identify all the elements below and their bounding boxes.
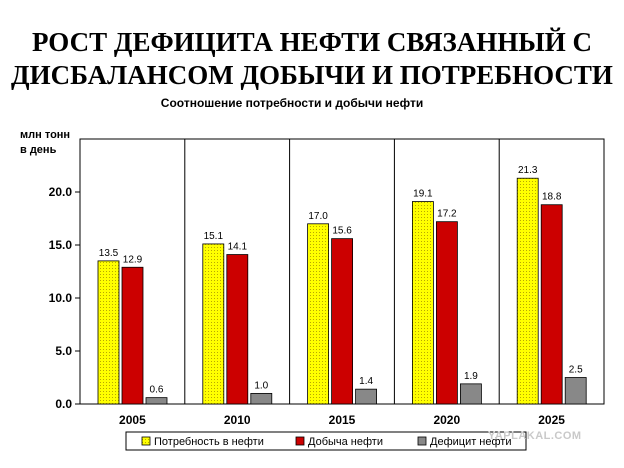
bar-data-label: 1.4 [359, 376, 373, 387]
chart-title: Соотношение потребности и добычи нефти [160, 96, 424, 110]
y-tick-label: 20.0 [49, 185, 73, 199]
page-title-line-2: ДИСБАЛАНСОМ ДОБЫЧИ И ПОТРЕБНОСТИ [11, 60, 613, 90]
bar-demand [411, 201, 434, 405]
bar-data-label: 1.0 [254, 380, 268, 391]
bar-demand [97, 260, 120, 405]
bar-deficit [564, 377, 587, 405]
legend-label: Потребность в нефти [154, 436, 264, 448]
bar-data-label: 18.8 [542, 192, 562, 203]
y-tick-label: 15.0 [49, 238, 73, 252]
watermark: YAPLAKAL.COM [488, 430, 582, 442]
y-axis-label-line-2: в день [20, 144, 57, 156]
bar-demand [516, 177, 539, 405]
legend-label: Дефицит нефти [430, 436, 512, 448]
bar-production [331, 238, 354, 405]
bar-demand [307, 223, 330, 405]
bar-demand [202, 243, 225, 405]
bar-data-label: 15.1 [204, 231, 224, 242]
bar-data-label: 14.1 [228, 242, 248, 253]
legend-swatch [295, 436, 305, 446]
bar-data-label: 2.5 [569, 365, 583, 376]
x-tick-label: 2005 [119, 413, 146, 427]
bar-data-label: 17.0 [308, 211, 328, 222]
bar-data-label: 21.3 [518, 165, 538, 176]
x-tick-label: 2020 [433, 413, 460, 427]
bar-production [121, 266, 144, 405]
legend-box [125, 431, 527, 451]
x-tick-label: 2010 [224, 413, 251, 427]
bar-data-label: 19.1 [413, 189, 433, 200]
y-axis-label-line-1: млн тонн [20, 129, 71, 141]
page-title-line-1: РОСТ ДЕФИЦИТА НЕФТИ СВЯЗАННЫЙ С [31, 27, 593, 57]
y-tick-label: 5.0 [55, 344, 72, 358]
bar-deficit [459, 383, 482, 405]
y-tick-label: 0.0 [55, 397, 72, 411]
bar-deficit [355, 388, 378, 405]
page-title: РОСТ ДЕФИЦИТА НЕФТИ СВЯЗАННЫЙ С ДИСБАЛАН… [0, 26, 624, 92]
bar-production [435, 221, 458, 405]
bar-deficit [145, 397, 168, 405]
x-tick-label: 2025 [538, 413, 565, 427]
bar-data-label: 17.2 [437, 209, 457, 220]
y-tick-label: 10.0 [49, 291, 73, 305]
bar-data-label: 1.9 [464, 371, 478, 382]
x-tick-label: 2015 [329, 413, 356, 427]
bar-production [540, 204, 563, 405]
bar-data-label: 12.9 [123, 254, 143, 265]
legend-swatch [141, 436, 151, 446]
bar-deficit [250, 392, 273, 405]
legend-swatch [417, 436, 427, 446]
bar-data-label: 13.5 [99, 248, 119, 259]
y-axis-label: млн тонн в день [20, 128, 70, 158]
legend-label: Добыча нефти [308, 436, 383, 448]
bar-data-label: 15.6 [332, 226, 352, 237]
bar-production [226, 254, 249, 405]
bar-data-label: 0.6 [150, 385, 164, 396]
